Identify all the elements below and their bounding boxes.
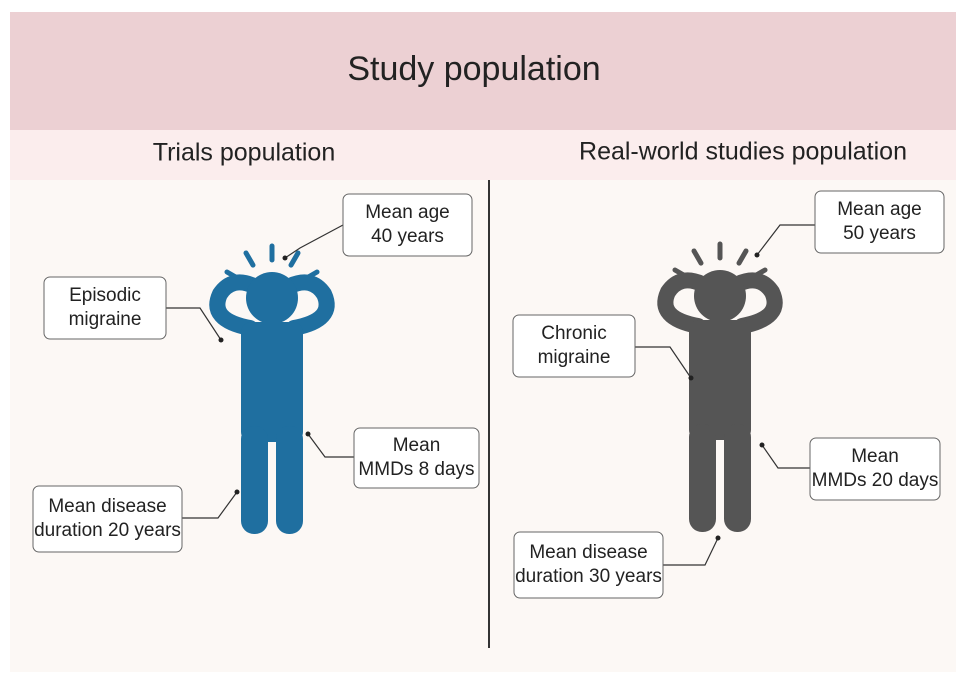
- title: Study population: [347, 50, 600, 88]
- callout-text: Mean: [851, 446, 899, 467]
- panel-title: Real-world studies population: [579, 138, 907, 166]
- callout-text: migraine: [538, 347, 611, 368]
- panel-title: Trials population: [153, 139, 336, 167]
- callout-text: Mean age: [365, 202, 450, 223]
- callout-text: migraine: [69, 309, 142, 330]
- leg: [276, 426, 303, 534]
- callout-text: Mean disease: [529, 542, 647, 563]
- body-band: [10, 180, 956, 672]
- leader-dot: [235, 490, 240, 495]
- torso: [241, 322, 303, 442]
- callout-text: Episodic: [69, 285, 141, 306]
- leader-dot: [219, 338, 224, 343]
- leg: [689, 424, 716, 532]
- torso: [689, 320, 751, 440]
- head: [246, 272, 298, 324]
- leader-dot: [760, 443, 765, 448]
- head: [694, 270, 746, 322]
- leader-dot: [306, 432, 311, 437]
- callout-text: 50 years: [843, 223, 916, 244]
- callout-text: Chronic: [541, 323, 606, 344]
- callout-text: MMDs 20 days: [812, 470, 939, 491]
- leader-dot: [716, 536, 721, 541]
- leader-dot: [755, 253, 760, 258]
- leg: [241, 426, 268, 534]
- callout-text: duration 30 years: [515, 566, 662, 587]
- diagram: Study population Trials population Real-…: [0, 0, 956, 675]
- leader-dot: [283, 256, 288, 261]
- leg: [724, 424, 751, 532]
- callout-text: duration 20 years: [34, 520, 181, 541]
- callout-text: Mean disease: [48, 496, 166, 517]
- callout-text: Mean: [393, 435, 441, 456]
- callout-text: MMDs 8 days: [358, 459, 474, 480]
- leader-dot: [689, 376, 694, 381]
- callout-text: 40 years: [371, 226, 444, 247]
- callout-text: Mean age: [837, 199, 922, 220]
